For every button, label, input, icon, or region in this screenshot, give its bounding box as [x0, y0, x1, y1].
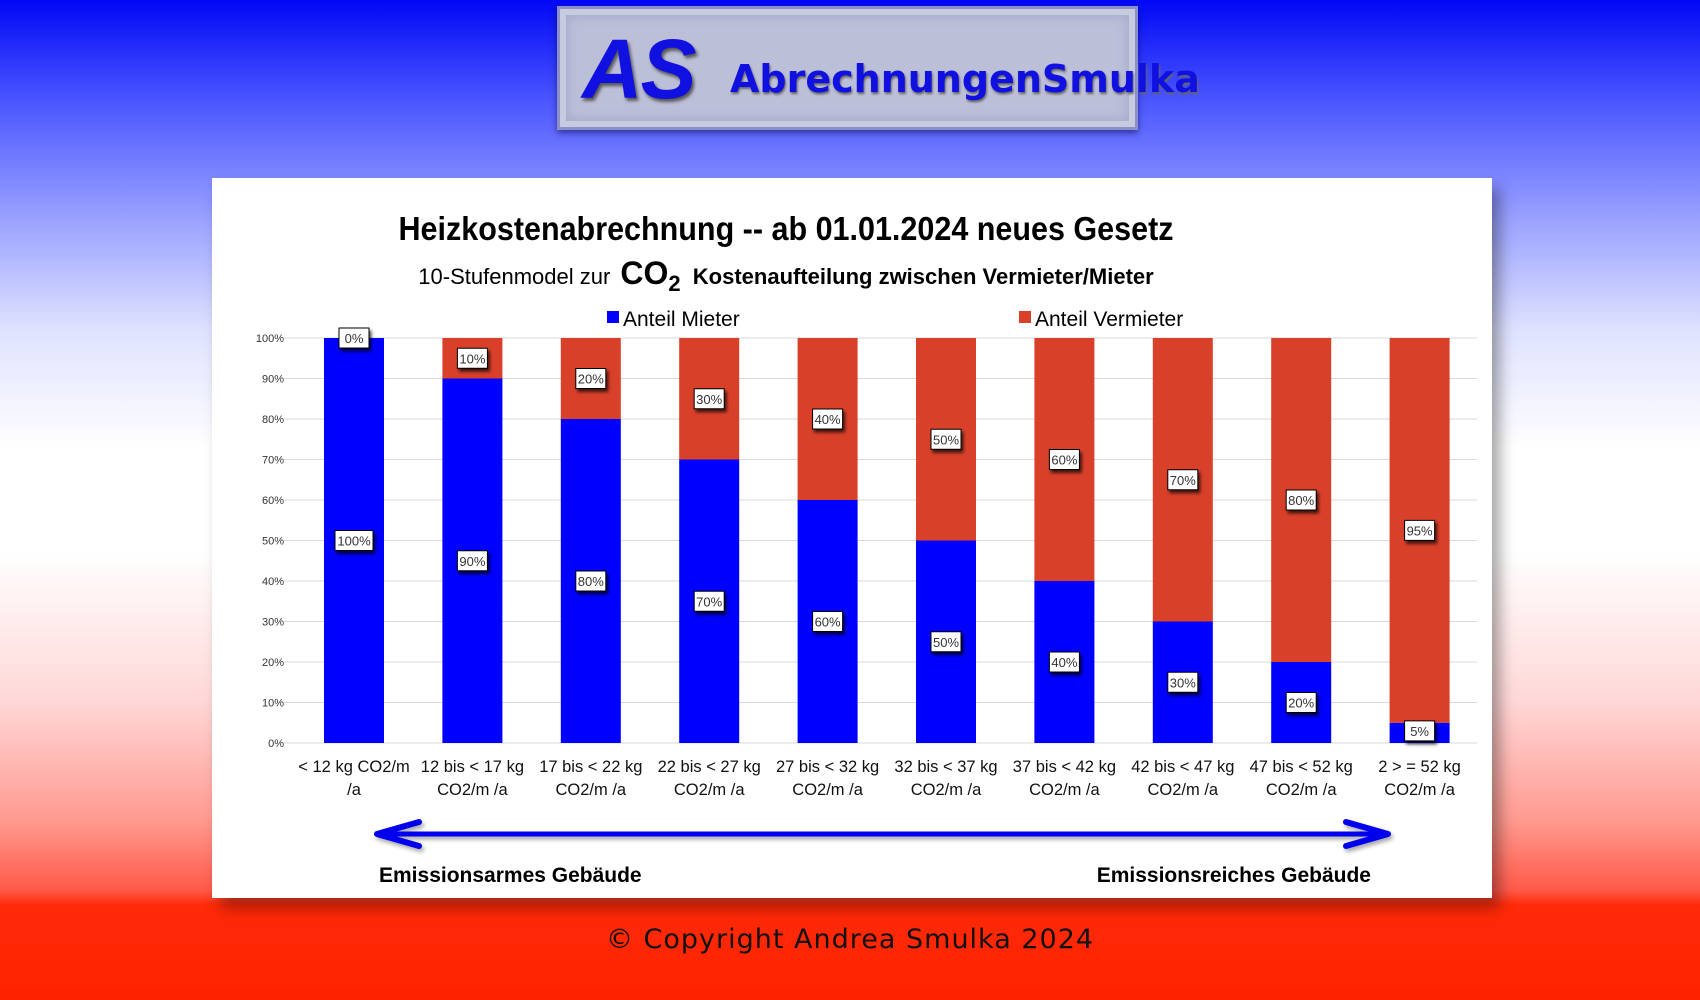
data-label-box [1167, 469, 1199, 491]
data-label: 5% [1410, 724, 1429, 739]
x-label-line2: /a [347, 781, 362, 799]
y-tick-label: 50% [262, 536, 284, 548]
data-label: 10% [459, 351, 485, 366]
x-axis-labels: < 12 kg CO2/m/a 12 bis < 17 kg CO2/m /a 17 … [298, 758, 1461, 799]
data-label: 70% [1170, 473, 1196, 488]
arrow-left-label: Emissionsarmes Gebäude [379, 864, 642, 887]
arrow-head-right [1343, 819, 1391, 849]
y-tick-label: 10% [262, 698, 284, 710]
x-label-line1: 22 bis < 27 kg [658, 758, 761, 776]
y-tick-label: 80% [262, 414, 284, 426]
data-label-box [1048, 651, 1080, 673]
x-label-line1: 12 bis < 17 kg [421, 758, 524, 776]
data-label: 80% [1288, 493, 1314, 508]
x-label-line2: CO2/m /a [1147, 781, 1218, 799]
data-label: 90% [459, 554, 485, 569]
data-label: 95% [1407, 523, 1433, 538]
x-label-line1: < 12 kg CO2/m [298, 758, 409, 776]
y-tick-label: 100% [256, 333, 284, 345]
data-label-box [1167, 671, 1199, 693]
subtitle-prefix: 10-Stufenmodel zur [418, 264, 610, 289]
data-label-box [1285, 489, 1317, 511]
stacked-bar-chart: Heizkostenabrechnung -- ab 01.01.2024 ne… [256, 210, 1477, 887]
legend: Anteil Mieter Anteil Vermieter [607, 308, 1183, 331]
x-label-line1: 17 bis < 22 kg [539, 758, 642, 776]
chart-panel: Heizkostenabrechnung -- ab 01.01.2024 ne… [212, 178, 1492, 898]
y-tick-label: 20% [262, 657, 284, 669]
data-label: 60% [1051, 453, 1077, 468]
data-label-box [1285, 692, 1317, 713]
y-tick-label: 90% [262, 374, 284, 386]
subtitle-co2-sub: 2 [668, 271, 680, 296]
data-label-box [812, 611, 844, 632]
bars: 0% 100% 10% 90% 20% 80% 30% 70% 40% 60% 50% 50% 60% 4… [324, 327, 1450, 743]
y-tick-label: 30% [262, 617, 284, 629]
data-label-box [334, 530, 374, 551]
data-label-box [575, 368, 607, 389]
y-tick-label: 40% [262, 576, 284, 588]
data-label: 50% [933, 635, 959, 650]
chart-title: Heizkostenabrechnung -- ab 01.01.2024 ne… [399, 210, 1174, 247]
x-label-line1: 27 bis < 32 kg [776, 758, 879, 776]
double-arrow [374, 819, 1391, 849]
logo-initials: AS [582, 22, 697, 116]
data-label: 20% [578, 372, 604, 387]
data-label-box [456, 347, 488, 369]
y-tick-label: 0% [268, 738, 284, 750]
data-label-box [930, 631, 962, 653]
data-label-box [1404, 720, 1436, 742]
data-label: 50% [933, 432, 959, 447]
data-label-box [693, 388, 725, 410]
data-label-box [338, 327, 370, 349]
data-label: 80% [578, 574, 604, 589]
x-label-line2: CO2/m /a [911, 781, 982, 799]
data-label-box [812, 408, 844, 430]
data-label-box [1048, 449, 1080, 470]
logo-banner: AS AbrechnungenSmulka [557, 6, 1200, 130]
x-label-line2: CO2/m /a [555, 781, 626, 799]
x-label-line1: 47 bis < 52 kg [1250, 758, 1353, 776]
x-label-line2: CO2/m /a [437, 781, 508, 799]
data-label: 40% [1051, 655, 1077, 670]
legend-label-0: Anteil Mieter [623, 308, 740, 331]
arrow-right-label: Emissionsreiches Gebäude [1097, 864, 1371, 887]
x-label-line2: CO2/m /a [674, 781, 745, 799]
chart-subtitle: 10-Stufenmodel zur CO2 Kostenaufteilung … [418, 255, 1154, 296]
x-label-line1: 37 bis < 42 kg [1013, 758, 1116, 776]
data-label: 70% [696, 594, 722, 609]
data-label: 30% [696, 392, 722, 407]
x-label-line1: 42 bis < 47 kg [1131, 758, 1234, 776]
data-label: 100% [337, 534, 371, 549]
x-label-line2: CO2/m /a [792, 781, 863, 799]
x-label-line2: CO2/m /a [1384, 781, 1455, 799]
legend-swatch-1 [1019, 311, 1031, 323]
data-label: 60% [815, 615, 841, 630]
data-label: 20% [1288, 696, 1314, 711]
y-tick-label: 60% [262, 495, 284, 507]
data-label-box [693, 590, 725, 612]
data-label: 0% [345, 331, 364, 346]
x-label-line1: 2 > = 52 kg [1378, 758, 1461, 776]
copyright: © Copyright Andrea Smulka 2024 [605, 924, 1095, 955]
data-label-box [1404, 519, 1436, 541]
y-tick-label: 70% [262, 455, 284, 467]
logo-name: AbrechnungenSmulka [730, 57, 1200, 101]
legend-swatch-0 [607, 311, 619, 323]
data-label-box [575, 570, 607, 592]
x-label-line2: CO2/m /a [1029, 781, 1100, 799]
arrow-head-left [374, 819, 422, 849]
subtitle-co2: CO [620, 255, 668, 291]
data-label-box [930, 428, 962, 450]
x-label-line2: CO2/m /a [1266, 781, 1337, 799]
subtitle-suffix: Kostenaufteilung zwischen Vermieter/Miet… [693, 264, 1154, 289]
legend-label-1: Anteil Vermieter [1035, 308, 1183, 331]
data-label: 30% [1170, 675, 1196, 690]
x-label-line1: 32 bis < 37 kg [894, 758, 997, 776]
data-label-box [456, 550, 488, 572]
data-label: 40% [815, 412, 841, 427]
